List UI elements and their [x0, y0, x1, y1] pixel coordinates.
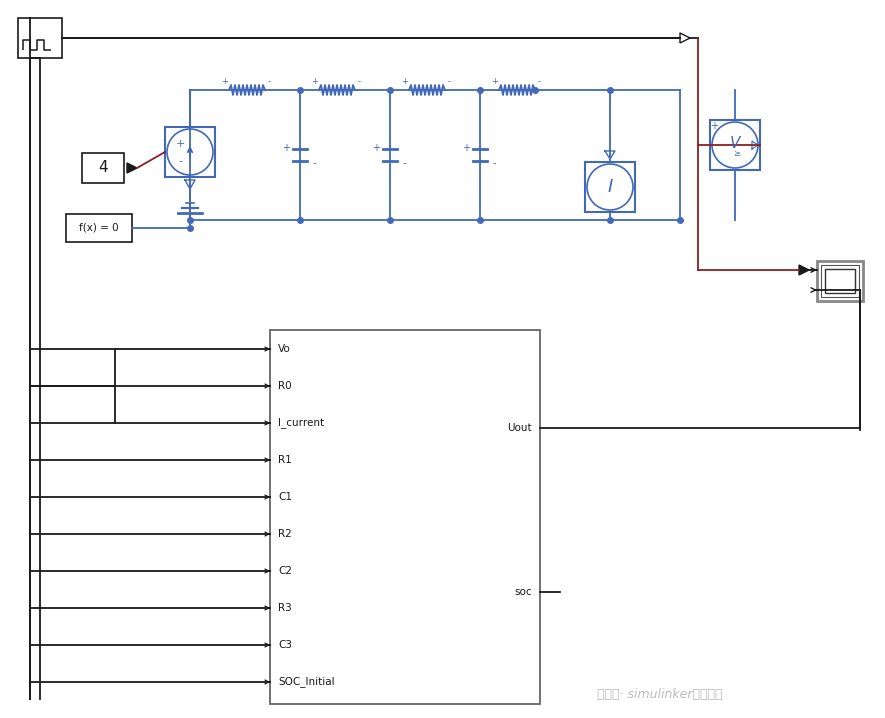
Text: 4: 4 — [98, 161, 108, 175]
Text: ≥: ≥ — [734, 149, 741, 157]
Text: +: + — [372, 143, 380, 153]
FancyBboxPatch shape — [817, 261, 863, 301]
Text: +: + — [282, 143, 290, 153]
Text: -: - — [178, 156, 182, 166]
Text: Vo: Vo — [278, 344, 291, 354]
Text: +: + — [491, 78, 498, 86]
Text: +: + — [462, 143, 470, 153]
Text: 公众号· simulinker赛博科技: 公众号· simulinker赛博科技 — [597, 689, 723, 701]
Text: Uout: Uout — [507, 423, 532, 433]
Text: f(x) = 0: f(x) = 0 — [79, 223, 119, 233]
Text: -: - — [267, 78, 271, 86]
FancyBboxPatch shape — [710, 120, 760, 170]
Text: -: - — [492, 158, 496, 168]
FancyBboxPatch shape — [82, 153, 124, 183]
Text: -: - — [312, 158, 316, 168]
FancyBboxPatch shape — [18, 18, 62, 58]
Text: +: + — [710, 121, 718, 131]
FancyBboxPatch shape — [165, 127, 215, 177]
Text: +: + — [221, 78, 228, 86]
FancyBboxPatch shape — [66, 214, 132, 242]
Polygon shape — [127, 163, 137, 173]
Text: R2: R2 — [278, 529, 292, 539]
Text: C3: C3 — [278, 640, 292, 650]
Text: -: - — [358, 78, 360, 86]
Text: -: - — [537, 78, 541, 86]
Text: R0: R0 — [278, 381, 292, 391]
Text: R1: R1 — [278, 455, 292, 465]
Text: C1: C1 — [278, 492, 292, 502]
Text: -: - — [448, 78, 450, 86]
Text: soc: soc — [514, 587, 532, 597]
Polygon shape — [799, 265, 809, 275]
Text: V: V — [730, 136, 740, 151]
Text: I_current: I_current — [278, 418, 324, 429]
Text: +: + — [312, 78, 319, 86]
Text: -: - — [403, 158, 405, 168]
FancyBboxPatch shape — [270, 330, 540, 704]
Text: C2: C2 — [278, 566, 292, 576]
FancyBboxPatch shape — [821, 265, 859, 297]
Text: +: + — [402, 78, 409, 86]
FancyBboxPatch shape — [825, 269, 855, 293]
FancyBboxPatch shape — [585, 162, 635, 212]
Text: SOC_Initial: SOC_Initial — [278, 676, 335, 687]
Text: I: I — [607, 178, 612, 196]
Text: +: + — [175, 139, 185, 149]
Text: R3: R3 — [278, 603, 292, 613]
